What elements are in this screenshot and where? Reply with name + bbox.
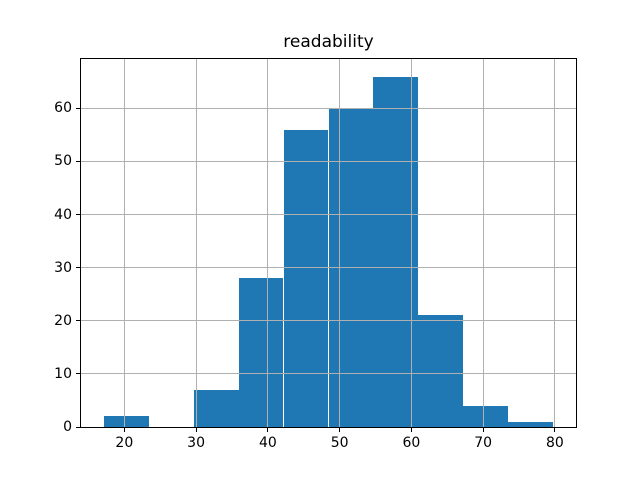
y-gridline xyxy=(81,160,576,162)
histogram-bar xyxy=(418,315,464,427)
y-tick-label: 10 xyxy=(54,365,72,382)
x-gridline xyxy=(339,59,341,427)
x-gridline xyxy=(195,59,197,427)
y-tick-label: 50 xyxy=(54,153,72,170)
x-tick-mark xyxy=(195,428,197,432)
y-tick-mark xyxy=(76,426,80,428)
histogram-bar xyxy=(103,416,149,427)
y-gridline xyxy=(81,107,576,109)
x-gridline xyxy=(267,59,269,427)
x-tick-label: 30 xyxy=(187,435,206,451)
histogram-bar xyxy=(238,278,284,427)
y-tick-mark xyxy=(76,160,80,162)
x-gridline xyxy=(123,59,125,427)
histogram-bar xyxy=(463,405,509,427)
histogram-bar xyxy=(508,421,554,427)
x-tick-mark xyxy=(267,428,269,432)
grid-layer xyxy=(81,59,576,427)
y-tick-mark xyxy=(76,214,80,216)
x-tick-mark xyxy=(482,428,484,432)
x-tick-label: 70 xyxy=(474,435,493,451)
x-tick-label: 50 xyxy=(330,435,349,451)
y-tick-mark xyxy=(76,267,80,269)
x-gridline xyxy=(410,59,412,427)
x-tick-mark xyxy=(339,428,341,432)
histogram-bar xyxy=(283,129,329,427)
x-gridline xyxy=(554,59,556,427)
y-tick-mark xyxy=(76,373,80,375)
y-tick-label: 30 xyxy=(54,259,72,276)
plot-area: 20 30 40 50 60 70 80 0 10 20 30 40 50 60 xyxy=(54,58,577,451)
y-tick-label: 0 xyxy=(63,419,72,435)
y-gridline xyxy=(81,214,576,216)
y-tick-label: 60 xyxy=(54,100,72,117)
y-gridline xyxy=(81,320,576,322)
x-tick-label: 60 xyxy=(402,435,421,451)
x-gridline xyxy=(482,59,484,427)
x-tick-label: 80 xyxy=(545,435,564,451)
x-tick-mark xyxy=(410,428,412,432)
y-tick-mark xyxy=(76,107,80,109)
x-tick-label: 20 xyxy=(115,435,134,451)
y-tick-label: 20 xyxy=(54,312,72,329)
histogram-bar xyxy=(193,389,239,427)
x-tick-mark xyxy=(554,428,556,432)
y-gridline xyxy=(81,267,576,269)
y-tick-mark xyxy=(76,320,80,322)
y-tick-label: 40 xyxy=(54,206,72,223)
x-tick-label: 40 xyxy=(258,435,277,451)
axis-layer: 20 30 40 50 60 70 80 0 10 20 30 40 50 60 xyxy=(54,59,576,451)
chart-title: readability xyxy=(283,32,374,52)
x-tick-mark xyxy=(123,428,125,432)
y-gridline xyxy=(81,373,576,375)
